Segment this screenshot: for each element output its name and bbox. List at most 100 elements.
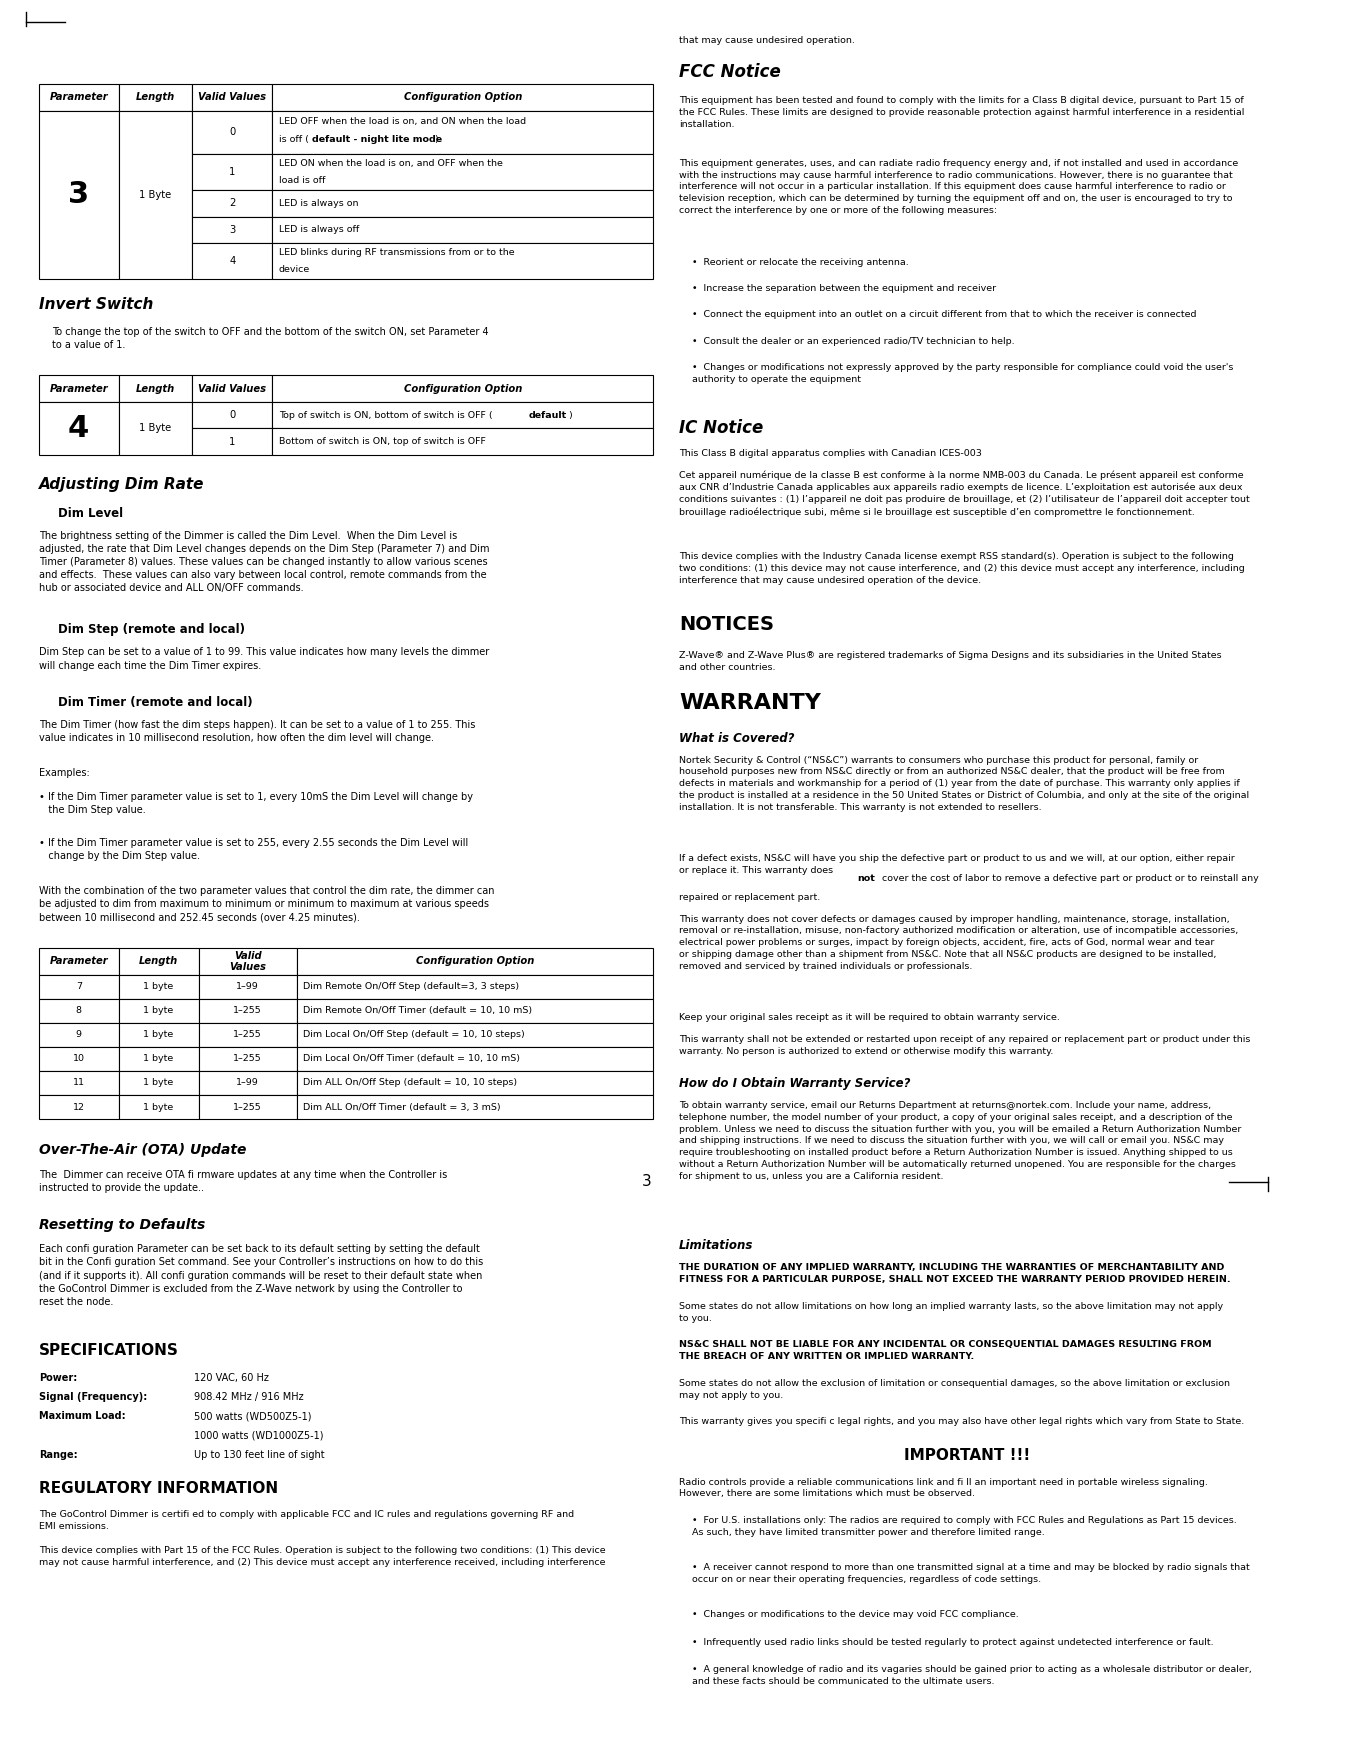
Text: IMPORTANT !!!: IMPORTANT !!! [904,1448,1030,1463]
Bar [297,975,653,999]
Text: Z-Wave® and Z-Wave Plus® are registered trademarks of Sigma Designs and its subs: Z-Wave® and Z-Wave Plus® are registered … [679,652,1221,673]
Text: not: not [857,874,875,883]
Text: Length: Length [139,956,179,966]
Text: •  Reorient or relocate the receiving antenna.: • Reorient or relocate the receiving ant… [692,257,909,266]
Text: This equipment has been tested and found to comply with the limits for a Class B: This equipment has been tested and found… [679,96,1244,129]
Text: SPECIFICATIONS: SPECIFICATIONS [38,1343,179,1357]
Bar [38,1095,119,1119]
Text: REGULATORY INFORMATION: REGULATORY INFORMATION [38,1481,278,1496]
Bar [192,428,273,455]
Text: Maximum Load:: Maximum Load: [38,1411,125,1422]
Text: Examples:: Examples: [38,768,90,777]
Bar [192,111,273,155]
Text: LED blinks during RF transmissions from or to the: LED blinks during RF transmissions from … [278,249,514,257]
Text: LED OFF when the load is on, and ON when the load: LED OFF when the load is on, and ON when… [278,116,526,127]
Bar [119,1071,199,1095]
Text: 1–99: 1–99 [236,1079,259,1088]
Text: Parameter: Parameter [49,92,108,103]
Text: 4: 4 [229,255,236,266]
Bar [199,999,297,1022]
Text: Keep your original sales receipt as it will be required to obtain warranty servi: Keep your original sales receipt as it w… [679,1013,1060,1022]
Text: Limitations: Limitations [679,1239,754,1253]
Text: This Class B digital apparatus complies with Canadian ICES-003: This Class B digital apparatus complies … [679,448,981,457]
Text: Dim Remote On/Off Timer (default = 10, 10 mS): Dim Remote On/Off Timer (default = 10, 1… [304,1006,533,1015]
Text: Signal (Frequency):: Signal (Frequency): [38,1392,147,1403]
Text: NOTICES: NOTICES [679,615,774,634]
Text: • If the Dim Timer parameter value is set to 255, every 2.55 seconds the Dim Lev: • If the Dim Timer parameter value is se… [38,838,468,860]
Text: 500 watts (WD500Z5-1): 500 watts (WD500Z5-1) [194,1411,312,1422]
Text: 1 byte: 1 byte [143,1079,173,1088]
Bar [199,949,297,975]
Text: If a defect exists, NS&C will have you ship the defective part or product to us : If a defect exists, NS&C will have you s… [679,855,1235,876]
Text: is off (: is off ( [278,136,308,144]
Text: 1 byte: 1 byte [143,1031,173,1039]
Text: •  Consult the dealer or an experienced radio/TV technician to help.: • Consult the dealer or an experienced r… [692,337,1014,346]
Text: that may cause undesired operation.: that may cause undesired operation. [679,36,855,45]
Text: 12: 12 [72,1102,85,1112]
Text: Adjusting Dim Rate: Adjusting Dim Rate [38,476,204,492]
Text: 11: 11 [72,1079,85,1088]
Bar [119,999,199,1022]
Bar [273,111,653,155]
Text: Configuration Option: Configuration Option [416,956,534,966]
Text: 3: 3 [229,224,236,235]
Text: LED is always on: LED is always on [278,198,358,209]
Text: 1: 1 [229,167,236,177]
Text: IC Notice: IC Notice [679,419,763,436]
Text: 1–255: 1–255 [233,1031,262,1039]
Bar [38,999,119,1022]
Text: 9: 9 [76,1031,82,1039]
Bar [297,1022,653,1046]
Bar [273,189,653,217]
Bar [38,1071,119,1095]
Bar [192,189,273,217]
Bar [199,1095,297,1119]
Text: Power:: Power: [38,1373,78,1383]
Text: Range:: Range: [38,1449,78,1460]
Bar [199,975,297,999]
Text: 1 byte: 1 byte [143,1055,173,1064]
Text: 3: 3 [68,181,90,210]
Text: The  Dimmer can receive OTA fi rmware updates at any time when the Controller is: The Dimmer can receive OTA fi rmware upd… [38,1170,447,1192]
Text: 1–99: 1–99 [236,982,259,991]
Text: Cet appareil numérique de la classe B est conforme à la norme NMB-003 du Canada.: Cet appareil numérique de la classe B es… [679,471,1250,516]
Bar [119,1022,199,1046]
Bar [297,949,653,975]
Bar [273,243,653,280]
Text: Dim Level: Dim Level [59,506,123,520]
Text: How do I Obtain Warranty Service?: How do I Obtain Warranty Service? [679,1078,910,1090]
Bar [297,1095,653,1119]
Bar [119,401,192,455]
Text: •  A receiver cannot respond to more than one transmitted signal at a time and m: • A receiver cannot respond to more than… [692,1562,1250,1583]
Text: Dim ALL On/Off Step (default = 10, 10 steps): Dim ALL On/Off Step (default = 10, 10 st… [304,1079,518,1088]
Text: •  Infrequently used radio links should be tested regularly to protect against u: • Infrequently used radio links should b… [692,1637,1213,1646]
Text: Each confi guration Parameter can be set back to its default setting by setting : Each confi guration Parameter can be set… [38,1244,483,1307]
Text: To obtain warranty service, email our Returns Department at returns@nortek.com. : To obtain warranty service, email our Re… [679,1102,1242,1180]
Text: Resetting to Defaults: Resetting to Defaults [38,1218,204,1232]
Text: Bottom of switch is ON, top of switch is OFF: Bottom of switch is ON, top of switch is… [278,438,485,447]
Text: default: default [529,410,567,419]
Text: 908.42 MHz / 916 MHz: 908.42 MHz / 916 MHz [194,1392,304,1403]
Text: Valid
Values: Valid Values [229,951,266,972]
Text: Some states do not allow the exclusion of limitation or consequential damages, s: Some states do not allow the exclusion o… [679,1378,1229,1399]
Bar [273,375,653,401]
Bar [273,428,653,455]
Bar [38,1022,119,1046]
Text: Parameter: Parameter [49,384,108,395]
Text: This equipment generates, uses, and can radiate radio frequency energy and, if n: This equipment generates, uses, and can … [679,158,1238,216]
Text: device: device [278,264,309,275]
Text: •  Changes or modifications to the device may void FCC compliance.: • Changes or modifications to the device… [692,1609,1018,1620]
Bar [192,83,273,111]
Text: 120 VAC, 60 Hz: 120 VAC, 60 Hz [194,1373,269,1383]
Text: 0: 0 [229,127,236,137]
Text: Dim Local On/Off Step (default = 10, 10 steps): Dim Local On/Off Step (default = 10, 10 … [304,1031,525,1039]
Text: Configuration Option: Configuration Option [403,92,522,103]
Bar [199,1046,297,1071]
Text: • If the Dim Timer parameter value is set to 1, every 10mS the Dim Level will ch: • If the Dim Timer parameter value is se… [38,793,473,815]
Text: Length: Length [136,92,176,103]
Bar [38,949,119,975]
Text: 1–255: 1–255 [233,1006,262,1015]
Text: Dim Local On/Off Timer (default = 10, 10 mS): Dim Local On/Off Timer (default = 10, 10… [304,1055,521,1064]
Text: Dim ALL On/Off Timer (default = 3, 3 mS): Dim ALL On/Off Timer (default = 3, 3 mS) [304,1102,502,1112]
Text: NS&C SHALL NOT BE LIABLE FOR ANY INCIDENTAL OR CONSEQUENTIAL DAMAGES RESULTING F: NS&C SHALL NOT BE LIABLE FOR ANY INCIDEN… [679,1340,1212,1361]
